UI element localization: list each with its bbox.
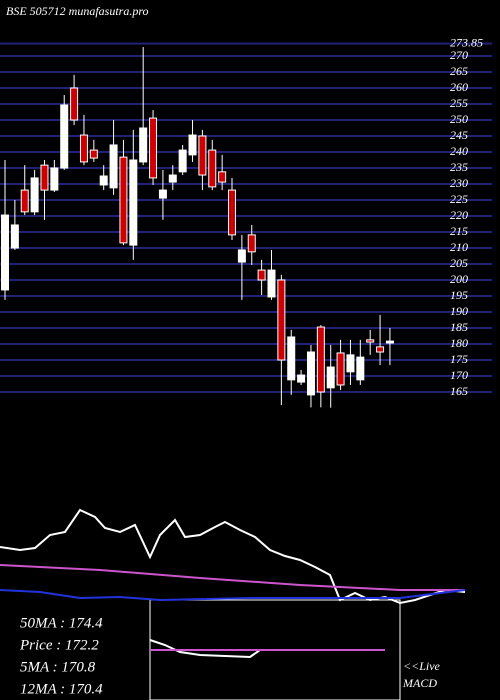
y-tick-label: 215 [450, 224, 468, 238]
y-tick-label: 265 [450, 64, 468, 78]
candle-body [218, 171, 227, 183]
candle-body [149, 117, 158, 179]
y-tick-label: 250 [450, 112, 468, 126]
candle-body [198, 135, 207, 176]
y-tick-label: 165 [450, 384, 468, 398]
ma-stat: 5MA : 170.8 [20, 659, 96, 675]
y-tick-label: 255 [450, 96, 468, 110]
y-tick-label: 225 [450, 192, 468, 206]
candle-body [316, 326, 325, 393]
candle-body [366, 339, 375, 343]
ma-stat: 50MA : 174.4 [20, 615, 103, 631]
candle-body [228, 189, 237, 236]
candle-body [178, 149, 187, 173]
candle-body [237, 249, 246, 263]
candle-body [247, 234, 256, 253]
y-tick-label: 170 [450, 368, 468, 382]
candle-body [139, 127, 148, 163]
candle-body [267, 269, 276, 298]
candle-body [20, 189, 29, 213]
y-tick-label: 273.85 [450, 35, 483, 49]
candle-body [70, 87, 79, 121]
y-tick-label: 205 [450, 256, 468, 270]
live-note: <<Live [403, 659, 441, 673]
candle-body [287, 336, 296, 381]
candle-body [109, 144, 118, 189]
candle-body [10, 224, 19, 249]
y-tick-label: 220 [450, 208, 468, 222]
y-tick-label: 185 [450, 320, 468, 334]
candle-body [326, 366, 335, 389]
candle-body [168, 174, 177, 183]
candle-body [376, 346, 385, 353]
candle-body [89, 149, 98, 159]
indicator-line [0, 589, 466, 602]
candle-body [50, 167, 59, 191]
candle-body [306, 351, 315, 396]
y-tick-label: 200 [450, 272, 468, 286]
candle-body [208, 149, 217, 188]
candle-body [129, 159, 138, 246]
candle-body [356, 356, 365, 381]
candle-body [336, 352, 345, 386]
y-tick-label: 235 [450, 160, 468, 174]
y-tick-label: 260 [450, 80, 468, 94]
ma-stat: Price : 172.2 [19, 637, 99, 653]
y-tick-label: 190 [450, 304, 468, 318]
indicator-line [0, 564, 465, 591]
y-tick-label: 180 [450, 336, 468, 350]
candle-body [257, 269, 266, 281]
candle-body [119, 156, 128, 244]
y-tick-label: 195 [450, 288, 468, 302]
candle-body [385, 340, 394, 344]
y-tick-label: 270 [450, 48, 468, 62]
candle-body [79, 134, 88, 163]
candle-body [1, 214, 9, 291]
candle-body [277, 279, 286, 361]
ma-stat: 12MA : 170.4 [20, 681, 103, 697]
candle-body [188, 134, 197, 156]
candle-body [40, 164, 49, 191]
y-tick-label: 240 [450, 144, 468, 158]
chart-title: BSE 505712 munafasutra.pro [6, 4, 149, 18]
candle-body [158, 189, 167, 199]
y-tick-label: 175 [450, 352, 468, 366]
candle-body [346, 354, 355, 373]
y-tick-label: 210 [450, 240, 468, 254]
candle-body [60, 104, 69, 169]
macd-title: MACD [402, 676, 437, 690]
candle-body [297, 374, 306, 383]
y-tick-label: 230 [450, 176, 468, 190]
y-tick-label: 245 [450, 128, 468, 142]
candle-body [30, 177, 39, 213]
candle-body [99, 175, 108, 186]
